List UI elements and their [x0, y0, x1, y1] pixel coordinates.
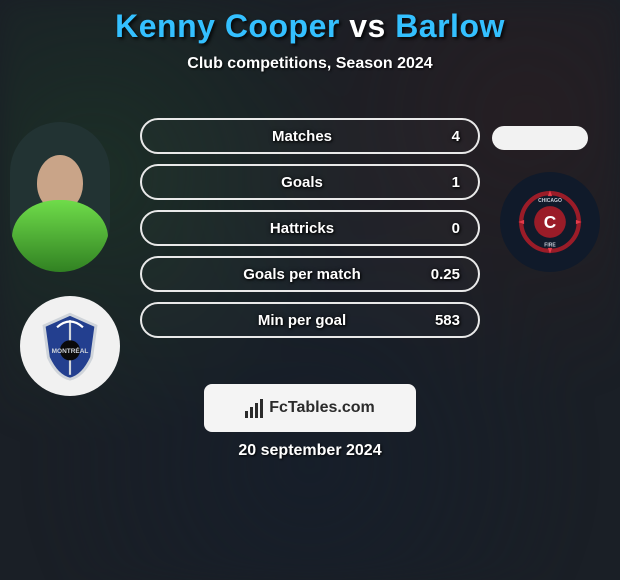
player2-photo-placeholder	[492, 126, 588, 150]
bars-icon	[245, 398, 263, 418]
watermark: FcTables.com	[204, 384, 416, 432]
vs-text: vs	[349, 8, 386, 44]
stat-value-right: 1	[412, 174, 460, 191]
stat-row: Goals per match 0.25	[140, 256, 480, 292]
player1-name: Kenny Cooper	[115, 8, 340, 44]
subtitle: Club competitions, Season 2024	[0, 55, 620, 73]
player2-name: Barlow	[395, 8, 505, 44]
svg-text:C: C	[544, 212, 556, 232]
stat-row: Matches 4	[140, 118, 480, 154]
stat-value-right: 0	[412, 220, 460, 237]
date-text: 20 september 2024	[0, 442, 620, 460]
watermark-text: FcTables.com	[269, 399, 375, 417]
impact-montreal-icon: MONTRÉAL	[34, 310, 106, 382]
stat-label: Matches	[192, 128, 412, 145]
stat-value-right: 4	[412, 128, 460, 145]
stat-value-right: 583	[412, 312, 460, 329]
stat-label: Goals per match	[192, 266, 412, 283]
stat-value-right: 0.25	[412, 266, 460, 283]
chicago-fire-icon: C CHICAGO FIRE	[514, 186, 586, 258]
stat-label: Goals	[192, 174, 412, 191]
svg-text:MONTRÉAL: MONTRÉAL	[52, 346, 89, 355]
svg-text:FIRE: FIRE	[544, 242, 556, 248]
club-badge-right: C CHICAGO FIRE	[500, 172, 600, 272]
content: Kenny Cooper vs Barlow Club competitions…	[0, 0, 620, 73]
player1-photo	[10, 122, 110, 272]
stat-row: Goals 1	[140, 164, 480, 200]
stat-label: Hattricks	[192, 220, 412, 237]
page-title: Kenny Cooper vs Barlow	[0, 8, 620, 45]
club-badge-left: MONTRÉAL	[20, 296, 120, 396]
stat-row: Min per goal 583	[140, 302, 480, 338]
svg-text:CHICAGO: CHICAGO	[538, 198, 562, 204]
stat-label: Min per goal	[192, 312, 412, 329]
stat-row: Hattricks 0	[140, 210, 480, 246]
